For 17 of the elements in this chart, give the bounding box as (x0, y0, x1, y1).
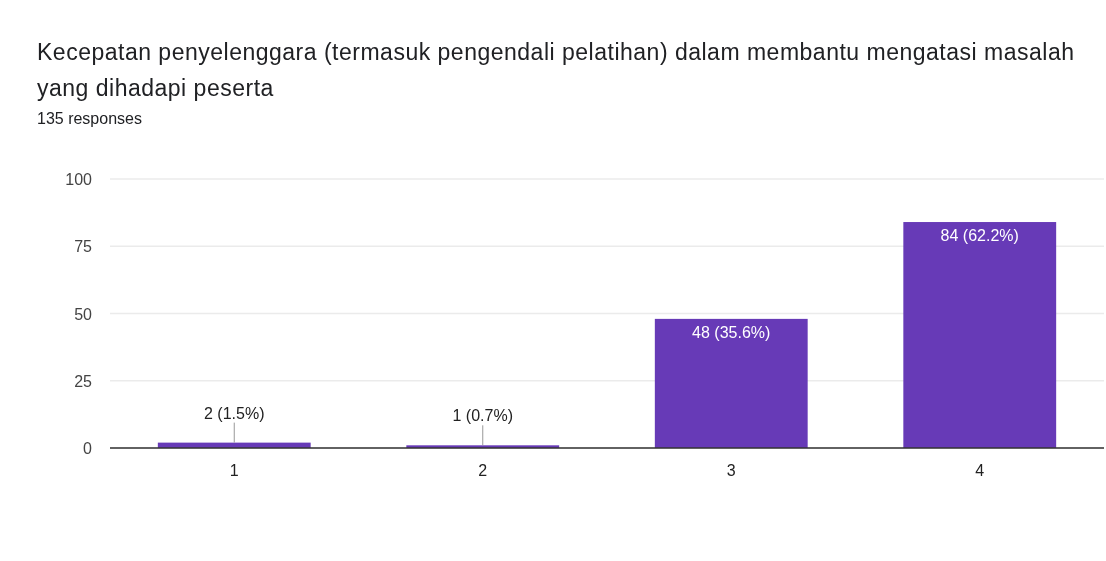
y-tick-label: 25 (74, 372, 93, 390)
chart-subtitle: 135 responses (37, 110, 142, 127)
y-tick-label: 50 (74, 305, 93, 323)
data-label: 48 (35.6%) (692, 323, 771, 341)
x-tick-label: 1 (229, 462, 239, 479)
chart-title: Kecepatan penyelenggara (termasuk pengendali pelatihan) dalam membantu mengatasi masalah yang dihadapi peserta (37, 39, 1075, 101)
bar (654, 318, 808, 448)
x-tick-label: 2 (478, 462, 488, 479)
y-tick-label: 100 (65, 171, 93, 188)
x-tick-label: 3 (726, 462, 736, 479)
data-label: 84 (62.2%) (940, 227, 1019, 245)
y-tick-label: 75 (74, 238, 93, 256)
data-label: 1 (0.7%) (452, 407, 513, 425)
y-tick-label: 0 (83, 440, 93, 457)
x-tick-label: 4 (975, 462, 985, 479)
bar (903, 222, 1057, 448)
data-label: 2 (1.5%) (204, 404, 265, 422)
